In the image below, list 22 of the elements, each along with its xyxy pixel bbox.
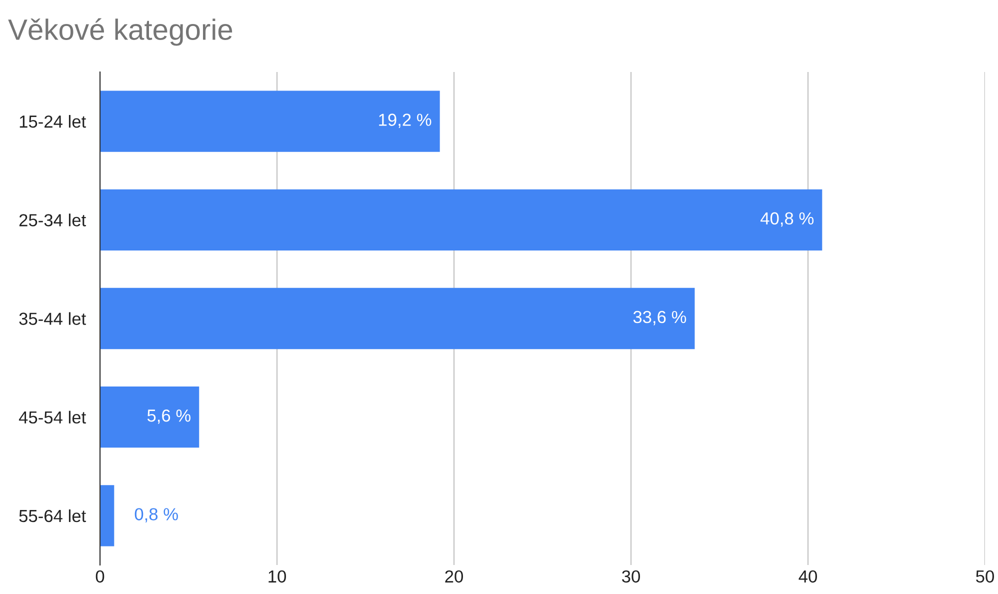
x-tick-label: 40 bbox=[798, 570, 817, 583]
x-tick-label: 10 bbox=[268, 570, 286, 583]
x-tick-label: 0 bbox=[96, 570, 104, 583]
data-label: 33,6 % bbox=[633, 310, 686, 326]
x-tick-label: 50 bbox=[976, 570, 994, 583]
data-label: 19,2 % bbox=[379, 114, 432, 128]
data-label: 5,6 % bbox=[147, 409, 191, 424]
y-tick-label: 25-34 let bbox=[19, 214, 86, 226]
chart-title: Věkové kategorie bbox=[8, 18, 232, 46]
bar bbox=[100, 288, 695, 350]
x-tick-label: 20 bbox=[445, 570, 463, 583]
y-tick-label: 55-64 let bbox=[19, 509, 86, 522]
bar bbox=[100, 90, 440, 152]
y-tick-label: 15-24 let bbox=[20, 115, 86, 128]
bar bbox=[100, 386, 200, 448]
bar bbox=[100, 189, 822, 250]
x-tick-label: 30 bbox=[622, 570, 640, 583]
data-label: 40,8 % bbox=[760, 212, 814, 227]
y-tick-label: 45-54 let bbox=[18, 410, 86, 424]
bar bbox=[100, 485, 114, 546]
data-label: 0,8 % bbox=[134, 508, 178, 522]
y-tick-label: 35-44 let bbox=[19, 312, 86, 325]
